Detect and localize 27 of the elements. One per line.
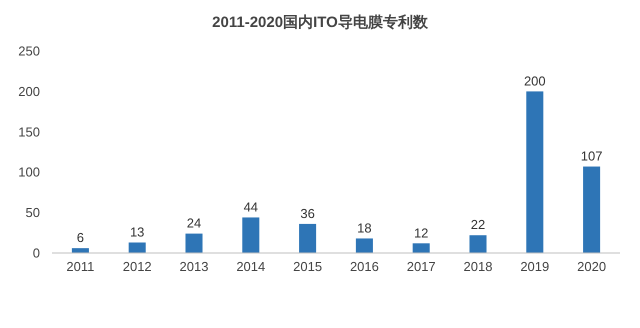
- x-tick-label: 2017: [406, 259, 436, 274]
- y-tick-label: 50: [26, 205, 40, 220]
- x-tick-label: 2020: [577, 259, 606, 274]
- x-tick-label: 2013: [180, 259, 208, 274]
- x-tick-label: 2015: [293, 259, 322, 274]
- x-tick-label: 2011: [66, 259, 94, 274]
- data-label: 107: [580, 148, 602, 164]
- data-label: 12: [414, 225, 428, 240]
- data-label: 18: [357, 220, 372, 236]
- x-tick-label: 2019: [520, 259, 550, 274]
- y-tick-label: 100: [18, 164, 40, 180]
- y-tick-label: 0: [32, 246, 40, 260]
- data-label: 24: [186, 216, 202, 231]
- data-label: 6: [76, 230, 84, 246]
- x-tick-label: 2014: [236, 259, 266, 274]
- y-tick-label: 250: [18, 44, 40, 58]
- y-tick-label: 200: [18, 84, 40, 99]
- x-tick-label: 2012: [122, 259, 152, 274]
- data-label: 44: [244, 199, 258, 214]
- x-tick-label: 2018: [464, 259, 492, 274]
- data-label: 200: [524, 73, 546, 88]
- x-tick-label: 2016: [350, 259, 379, 274]
- chart-title: 2011-2020国内ITO导电膜专利数: [212, 14, 429, 31]
- data-label: 36: [300, 206, 315, 221]
- data-label: 13: [130, 224, 144, 240]
- data-label: 22: [470, 217, 486, 232]
- y-tick-label: 150: [18, 124, 40, 140]
